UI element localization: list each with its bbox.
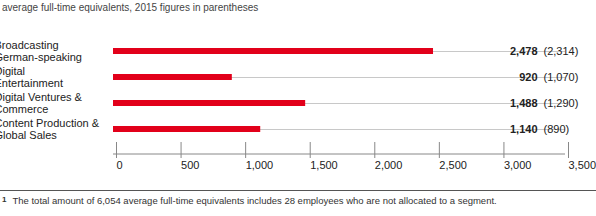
svg-text:1,140: 1,140: [510, 123, 538, 135]
svg-text:2,478: 2,478: [510, 45, 538, 57]
svg-text:Content Production &Global Sal: Content Production &Global Sales: [0, 117, 100, 141]
svg-text:500: 500: [181, 159, 199, 171]
svg-text:DigitalEntertainment: DigitalEntertainment: [0, 65, 63, 89]
svg-text:2,500: 2,500: [439, 159, 467, 171]
svg-text:1,488: 1,488: [510, 97, 538, 109]
svg-text:(890): (890): [544, 123, 570, 135]
html-text:average full-time equivalents,: average full-time equivalents, 2015 figu…: [2, 2, 259, 13]
svg-text:3,000: 3,000: [504, 159, 532, 171]
svg-text:BroadcastingGerman-speaking: BroadcastingGerman-speaking: [0, 39, 82, 63]
svg-text:2,000: 2,000: [375, 159, 403, 171]
svg-text:Digital Ventures &Commerce: Digital Ventures &Commerce: [0, 91, 83, 115]
html-text:1: 1: [2, 195, 7, 204]
svg-text:1,500: 1,500: [310, 159, 338, 171]
svg-text:1,000: 1,000: [246, 159, 274, 171]
html-text:The total amount of 6,054 aver: The total amount of 6,054 average full-t…: [12, 195, 497, 206]
svg-text:920: 920: [519, 71, 537, 83]
svg-text:3,500: 3,500: [569, 159, 596, 171]
svg-text:(1,070): (1,070): [544, 71, 579, 83]
svg-text:(2,314): (2,314): [544, 45, 579, 57]
svg-text:0: 0: [117, 159, 123, 171]
svg-text:(1,290): (1,290): [544, 97, 579, 109]
